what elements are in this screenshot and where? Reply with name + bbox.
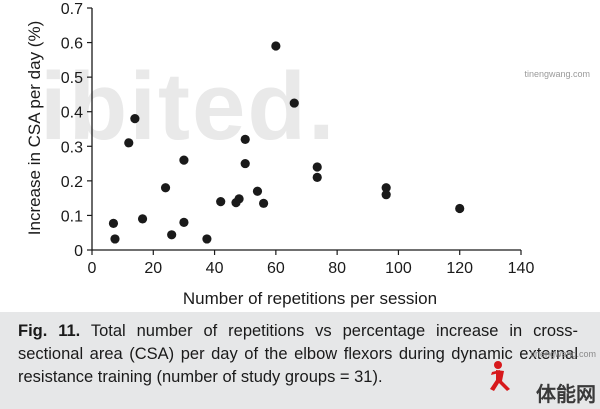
data-point bbox=[179, 217, 189, 227]
caption-label: Fig. 11. bbox=[18, 322, 81, 340]
data-point bbox=[289, 98, 299, 108]
y-tick-label: 0.6 bbox=[61, 36, 83, 53]
site-watermark-top: tinengwang.com bbox=[524, 69, 590, 79]
data-point bbox=[312, 162, 322, 172]
x-tick-label: 0 bbox=[88, 260, 97, 277]
logo-text: 体能网 bbox=[536, 382, 596, 405]
x-tick-label: 20 bbox=[144, 260, 162, 277]
data-point bbox=[167, 230, 177, 240]
data-point bbox=[381, 183, 391, 193]
data-point bbox=[108, 218, 119, 228]
chart-axes bbox=[91, 8, 521, 251]
data-point bbox=[124, 138, 134, 148]
data-point bbox=[252, 186, 263, 196]
data-point bbox=[216, 197, 226, 207]
data-point bbox=[234, 194, 244, 204]
data-point bbox=[259, 198, 269, 208]
data-point bbox=[455, 203, 465, 214]
x-tick-label: 120 bbox=[446, 260, 473, 277]
x-tick-label: 40 bbox=[206, 260, 224, 277]
y-tick-label: 0.1 bbox=[61, 208, 83, 225]
x-tick-label: 140 bbox=[508, 260, 535, 277]
data-point bbox=[240, 134, 250, 144]
data-point bbox=[202, 234, 212, 244]
y-tick-label: 0.5 bbox=[61, 70, 83, 87]
data-point bbox=[271, 41, 281, 51]
runner-icon bbox=[490, 361, 510, 391]
data-point bbox=[137, 214, 148, 224]
data-point bbox=[179, 155, 189, 165]
data-point bbox=[381, 190, 391, 200]
data-points bbox=[108, 41, 465, 244]
data-point bbox=[160, 183, 171, 193]
y-tick-label: 0.2 bbox=[61, 174, 83, 191]
y-tick-label: 0.4 bbox=[61, 105, 83, 122]
x-axis-label: Number of repetitions per session bbox=[183, 289, 437, 308]
data-point bbox=[312, 172, 322, 182]
caption-text: Total number of repetitions vs percentag… bbox=[18, 322, 578, 386]
caption-background bbox=[0, 312, 600, 409]
y-tick-label: 0.3 bbox=[61, 139, 83, 156]
watermark-logo: tinengwang.com 体能网 bbox=[490, 349, 596, 405]
x-tick-label: 80 bbox=[328, 260, 346, 277]
x-tick-label: 100 bbox=[385, 260, 412, 277]
scatter-chart: 0 20 40 60 80 100 120 140 0 0.1 0.2 0.3 0.4 0.5 0.6 0.… bbox=[25, 1, 590, 308]
y-axis-ticks: 0 0.1 0.2 0.3 0.4 0.5 0.6 0.7 bbox=[61, 1, 92, 260]
y-tick-label: 0.7 bbox=[61, 1, 83, 18]
x-axis-ticks: 0 20 40 60 80 100 120 140 bbox=[88, 250, 535, 277]
watermark-text: ibited. bbox=[40, 53, 337, 160]
y-tick-label: 0 bbox=[74, 243, 83, 260]
y-axis-label: Increase in CSA per day (%) bbox=[25, 21, 44, 235]
data-point bbox=[240, 158, 250, 169]
data-point bbox=[110, 234, 120, 244]
x-tick-label: 60 bbox=[267, 260, 285, 277]
site-watermark-bottom: tinengwang.com bbox=[530, 349, 596, 359]
figure-caption: Fig. 11. Total number of repetitions vs … bbox=[18, 320, 578, 389]
data-point bbox=[130, 114, 140, 124]
